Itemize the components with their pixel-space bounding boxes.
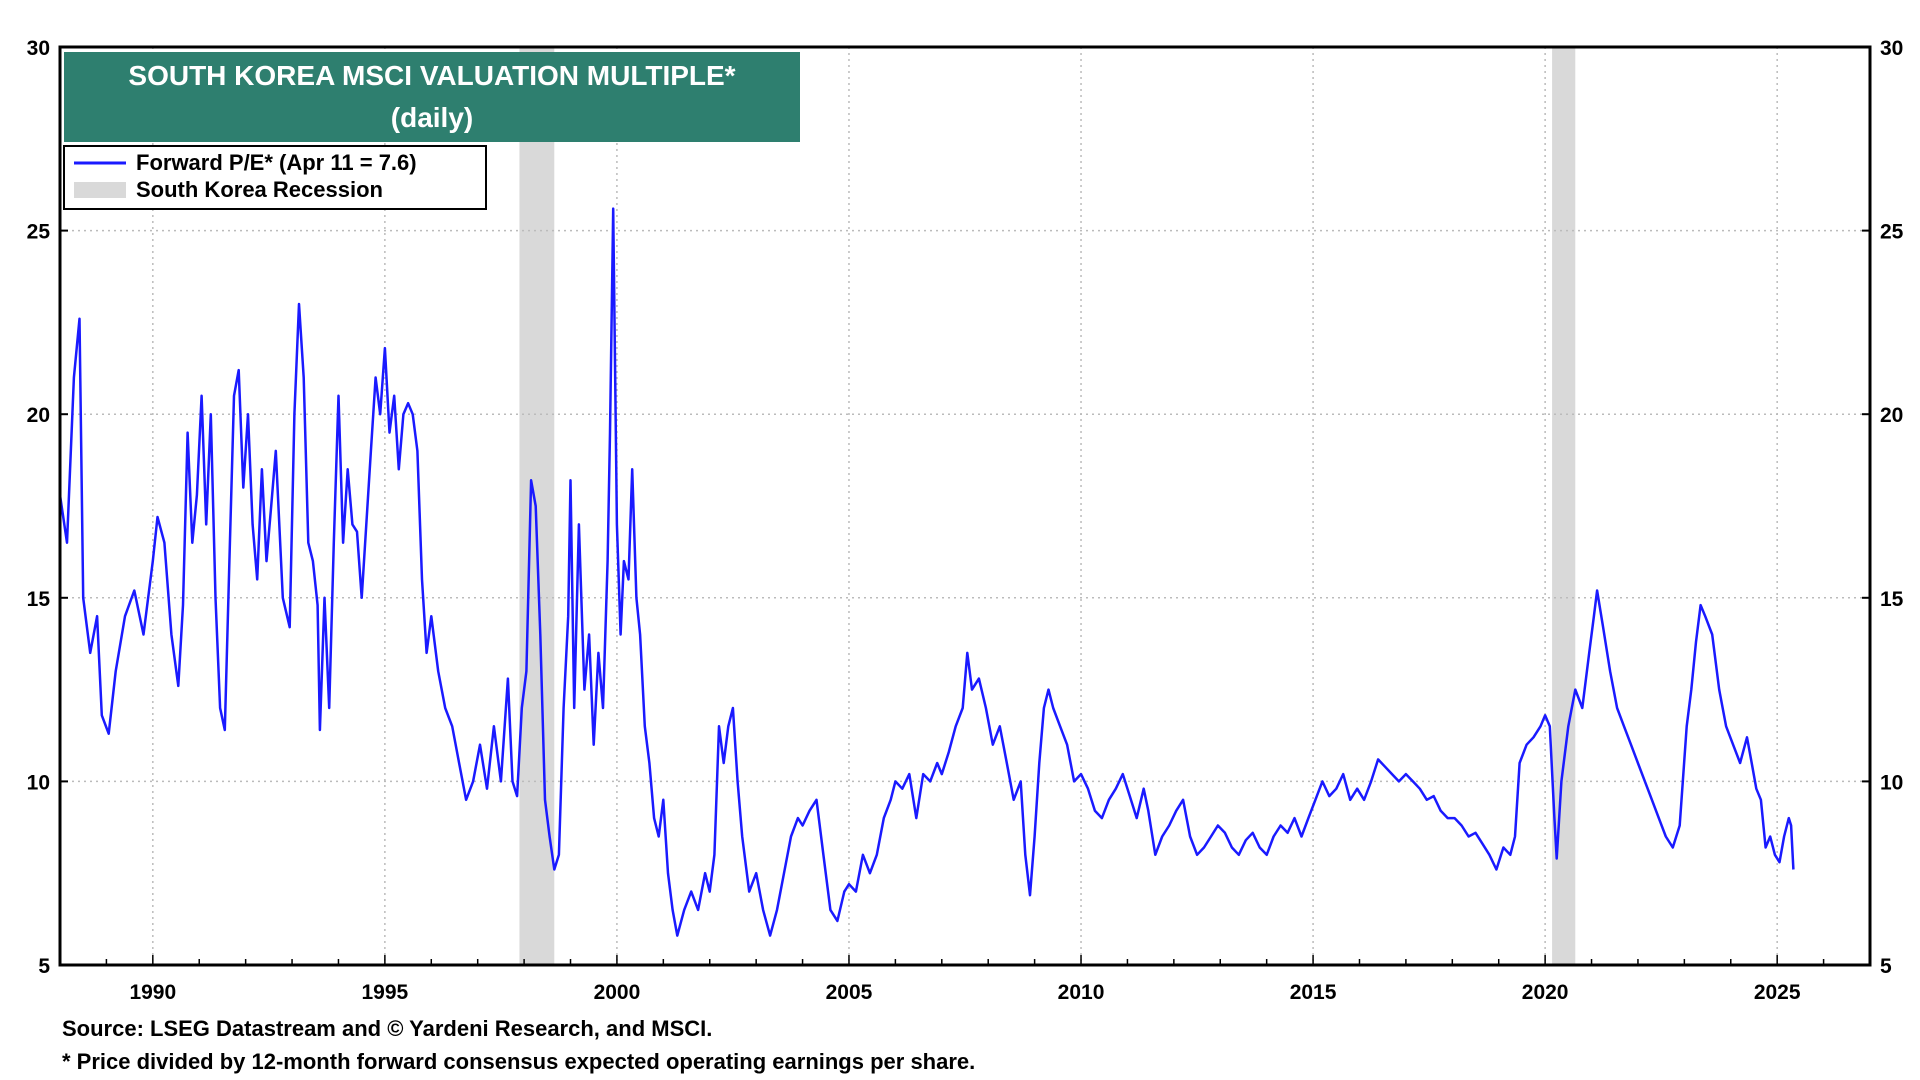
y-tick-label-right-10: 10 <box>1880 771 1903 794</box>
legend: Forward P/E* (Apr 11 = 7.6) South Korea … <box>63 145 487 210</box>
x-tick-label-2025: 2025 <box>1754 981 1801 1004</box>
legend-recession-swatch <box>74 182 126 198</box>
legend-recession-label: South Korea Recession <box>136 177 383 202</box>
x-tick-label-2015: 2015 <box>1290 981 1337 1004</box>
y-tick-label-left-30: 30 <box>27 37 50 60</box>
y-tick-label-left-15: 15 <box>27 588 51 611</box>
y-tick-label-right-5: 5 <box>1880 955 1892 978</box>
series-line-forward-pe <box>58 207 1795 937</box>
title-box: SOUTH KOREA MSCI VALUATION MULTIPLE* (da… <box>64 52 800 142</box>
y-tick-label-right-15: 15 <box>1880 588 1904 611</box>
recession-bands <box>519 47 1576 965</box>
x-tick-label-2010: 2010 <box>1058 981 1105 1004</box>
chart-subtitle: (daily) <box>391 102 473 133</box>
chart-title: SOUTH KOREA MSCI VALUATION MULTIPLE* <box>128 60 735 91</box>
x-tick-label-2005: 2005 <box>826 981 873 1004</box>
legend-series-label: Forward P/E* (Apr 11 = 7.6) <box>136 150 417 175</box>
series-layer <box>58 207 1795 937</box>
y-tick-label-left-10: 10 <box>27 771 50 794</box>
x-tick-label-2000: 2000 <box>594 981 641 1004</box>
y-tick-label-right-30: 30 <box>1880 37 1903 60</box>
title-background <box>64 52 800 142</box>
y-tick-label-right-25: 25 <box>1880 221 1904 244</box>
x-tick-label-2020: 2020 <box>1522 981 1569 1004</box>
recession-band-2 <box>1552 47 1576 965</box>
plot-frame <box>58 45 1872 967</box>
x-tick-label-1995: 1995 <box>362 981 409 1004</box>
legend-box <box>63 145 487 210</box>
x-tick-label-1990: 1990 <box>129 981 176 1004</box>
source-note: Source: LSEG Datastream and © Yardeni Re… <box>62 1016 713 1041</box>
y-tick-label-left-5: 5 <box>38 955 50 978</box>
y-tick-label-right-20: 20 <box>1880 404 1903 427</box>
y-tick-label-left-20: 20 <box>27 404 50 427</box>
y-tick-label-left-25: 25 <box>27 221 51 244</box>
footnote: * Price divided by 12-month forward cons… <box>62 1049 976 1074</box>
